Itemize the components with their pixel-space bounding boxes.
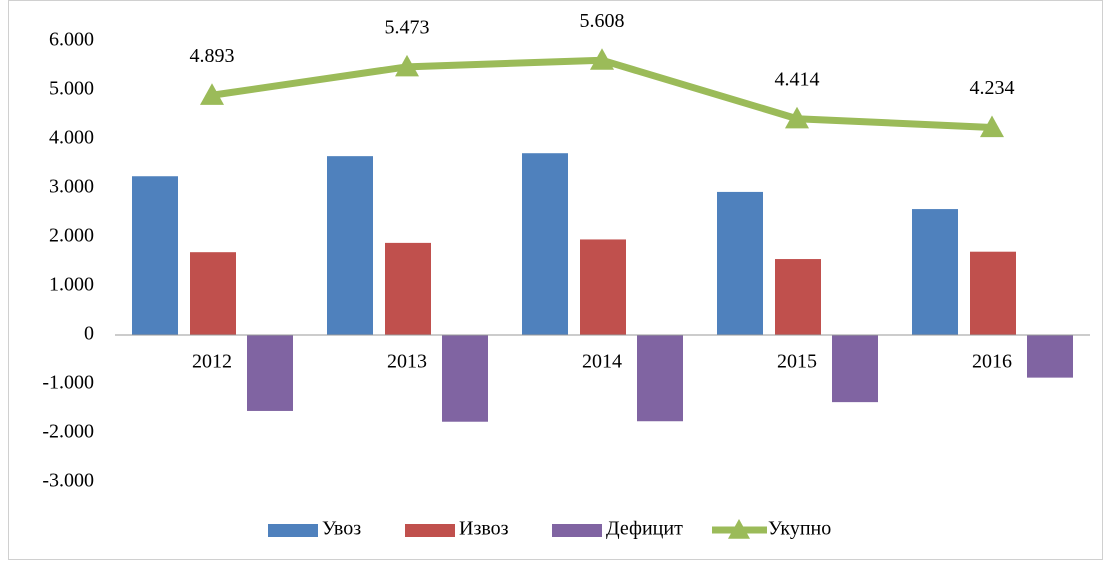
line-marker [785,106,809,129]
y-tick-label: 1.000 [49,274,94,296]
y-tick-label: -2.000 [42,421,94,443]
legend-swatch [728,519,750,539]
y-tick-label: 2.000 [49,225,94,247]
legend-swatch [268,524,318,537]
y-tick-label: 5.000 [49,78,94,100]
y-tick-label: 3.000 [49,176,94,198]
data-label: 5.608 [580,10,625,32]
x-tick-label: 2013 [387,351,427,373]
legend-swatch [552,524,602,537]
bar [580,239,626,335]
bar [385,242,431,335]
x-tick-label: 2016 [972,351,1012,373]
x-tick-label: 2015 [777,351,817,373]
bar [522,153,568,335]
legend-swatch [405,524,455,537]
bar [832,335,878,403]
bar [717,191,763,335]
x-tick-label: 2012 [192,351,232,373]
y-tick-label: 4.000 [49,127,94,149]
legend-label: Дефицит [606,518,683,540]
data-label: 4.234 [970,77,1015,99]
bar [912,209,958,335]
data-label: 4.414 [775,68,820,90]
line-marker [590,48,614,70]
bar [442,335,488,422]
y-tick-label: -1.000 [42,372,94,394]
y-tick-label: 6.000 [49,29,94,51]
bar [327,156,373,335]
bar [775,259,821,335]
legend-label: Извоз [459,518,509,540]
y-tick-label: 0 [84,323,94,345]
bar [132,176,178,335]
line-marker [200,83,224,105]
bar [247,335,293,411]
legend-label: Увоз [322,518,361,540]
data-label: 4.893 [190,45,235,67]
bar [970,251,1016,335]
line-marker [395,54,419,77]
bar [637,335,683,422]
bar [190,252,236,335]
bar [1027,335,1073,378]
data-label: 5.473 [385,16,430,38]
line-marker [980,115,1004,138]
y-tick-label: -3.000 [42,470,94,492]
legend-label: Укупно [768,518,831,540]
x-tick-label: 2014 [582,351,622,373]
